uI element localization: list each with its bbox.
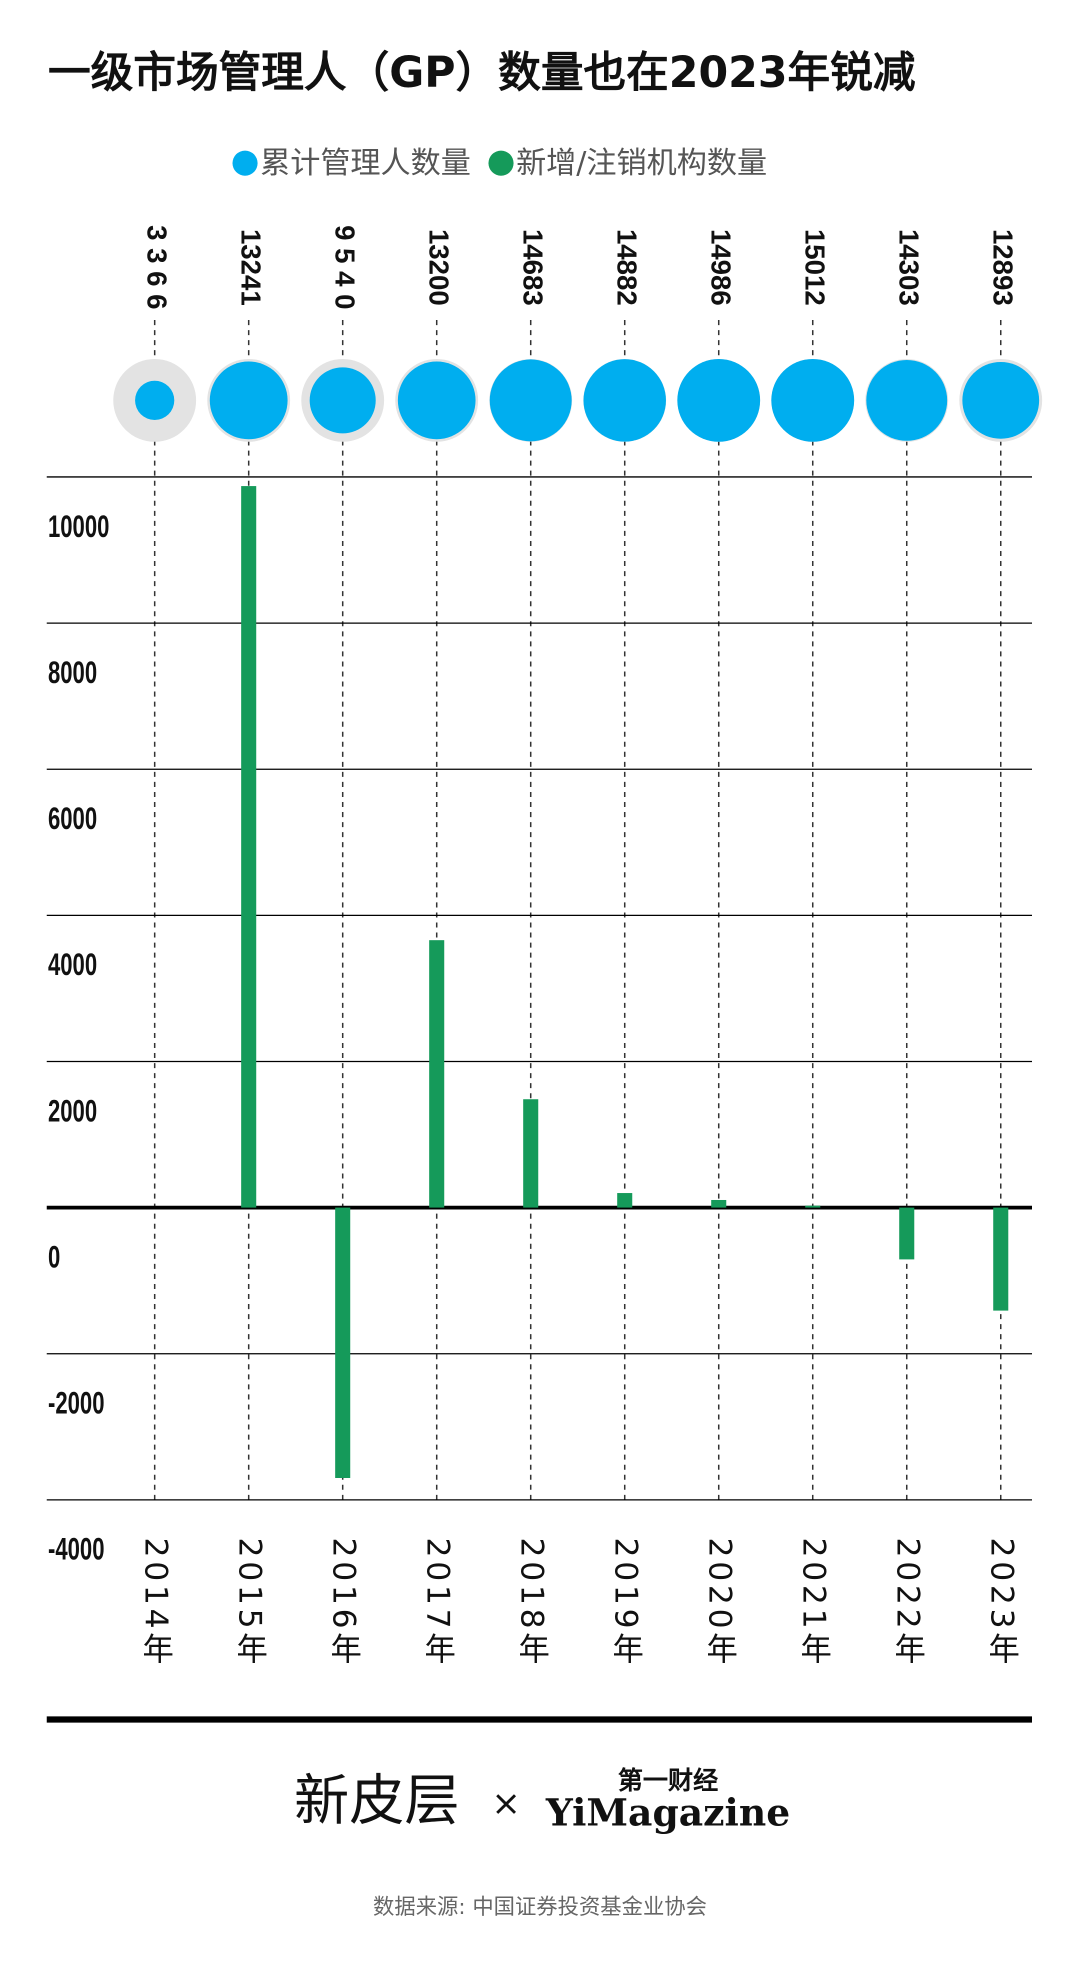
legend-label: 累计管理人数量 [260, 146, 471, 181]
bubble [209, 361, 288, 440]
chart-title: 一级市场管理人（GP）数量也在2023年锐减 [48, 48, 916, 98]
bar [523, 1099, 539, 1208]
value-label: 13200 [423, 229, 454, 306]
value-label: 13241 [235, 229, 266, 306]
bubble [583, 359, 666, 442]
bar [335, 1207, 351, 1479]
y-tick-label: -4000 [48, 1531, 104, 1567]
bubble [771, 358, 855, 442]
bar [429, 940, 445, 1208]
bar [241, 486, 257, 1208]
x-tick-label: 2019年 [608, 1538, 644, 1668]
bar [711, 1199, 727, 1208]
y-tick-label: 6000 [48, 800, 97, 836]
footer-partner-cn: 第一财经 [618, 1766, 718, 1795]
y-tick-label: 10000 [48, 508, 109, 544]
footer-times: × [491, 1783, 520, 1824]
footer-source: 数据来源: 中国证券投资基金业协会 [373, 1895, 707, 1920]
legend-swatch [232, 150, 258, 176]
value-label: 12893 [987, 229, 1018, 306]
x-tick-label: 2017年 [420, 1538, 456, 1668]
bar [899, 1207, 915, 1260]
bubble [962, 361, 1040, 439]
x-tick-label: 2022年 [890, 1538, 926, 1668]
footer-logo: 新皮层 [294, 1769, 460, 1833]
value-label: 14882 [611, 229, 642, 306]
y-tick-label: 0 [48, 1238, 60, 1274]
bubble [489, 359, 572, 442]
footer-partner-en: YiMagazine [545, 1791, 790, 1835]
bar [993, 1207, 1009, 1311]
bubble [866, 359, 948, 441]
bar [805, 1205, 821, 1208]
x-tick-label: 2021年 [796, 1538, 832, 1668]
bubble [677, 358, 761, 442]
value-label: 9 5 4 0 [329, 225, 360, 309]
legend-swatch [488, 150, 514, 176]
value-label: 14303 [893, 229, 924, 306]
legend-label: 新增/注销机构数量 [516, 146, 767, 181]
bubble [135, 380, 175, 420]
y-tick-label: 4000 [48, 946, 97, 982]
x-tick-label: 2023年 [984, 1538, 1020, 1668]
value-label: 14986 [705, 229, 736, 306]
x-tick-label: 2018年 [514, 1538, 550, 1668]
bubble [309, 367, 376, 434]
y-tick-label: 8000 [48, 654, 97, 690]
y-tick-label: -2000 [48, 1385, 104, 1421]
value-label: 14683 [517, 229, 548, 306]
value-label: 15012 [799, 229, 830, 306]
x-tick-label: 2020年 [702, 1538, 738, 1668]
x-tick-label: 2014年 [138, 1538, 174, 1668]
x-tick-label: 2016年 [326, 1538, 362, 1668]
bubble [397, 361, 476, 440]
bar [617, 1193, 633, 1208]
x-tick-label: 2015年 [232, 1538, 268, 1668]
y-tick-label: 2000 [48, 1092, 97, 1128]
value-label: 3 3 6 6 [141, 225, 172, 309]
